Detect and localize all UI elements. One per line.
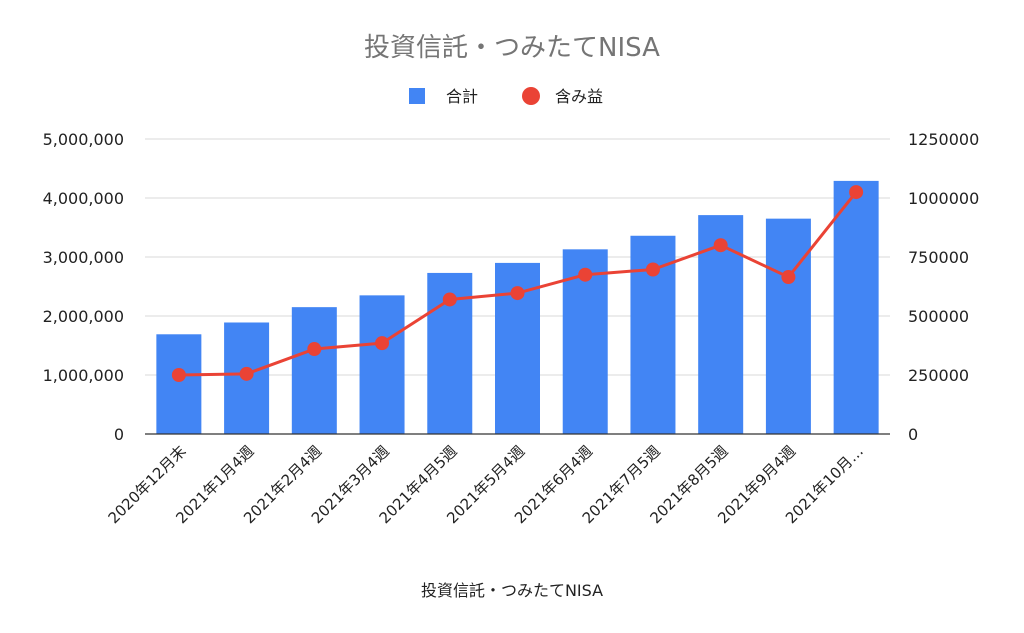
data-point [375, 336, 390, 351]
bar [359, 295, 405, 434]
right-y-tick-label: 750000 [908, 248, 969, 267]
left-y-tick-label: 5,000,000 [43, 130, 124, 149]
left-y-tick-label: 2,000,000 [43, 307, 124, 326]
data-point [578, 267, 593, 282]
data-point [849, 185, 864, 200]
left-y-tick-label: 0 [114, 425, 124, 444]
legend-label-unrealized-gain: 含み益 [555, 87, 603, 106]
right-y-tick-label: 0 [908, 425, 918, 444]
right-y-tick-label: 1250000 [908, 130, 979, 149]
right-y-axis-ticks: 0 250000 500000 750000 1000000 1250000 [908, 130, 979, 444]
data-point [442, 292, 457, 307]
bar-series-total [156, 180, 879, 434]
left-y-tick-label: 3,000,000 [43, 248, 124, 267]
bar [833, 180, 879, 434]
data-point [171, 368, 186, 382]
right-y-tick-label: 1000000 [908, 189, 979, 208]
right-y-tick-label: 250000 [908, 366, 969, 385]
chart-title: 投資信託・つみたてNISA [364, 33, 660, 63]
x-axis-ticks: 2020年12月末2021年1月4週2021年2月4週2021年3月4週2021… [105, 442, 867, 527]
gridlines [145, 138, 890, 376]
right-y-tick-label: 500000 [908, 307, 969, 326]
x-axis-title: 投資信託・つみたてNISA [421, 581, 603, 600]
data-point [645, 262, 660, 277]
legend: 合計 含み益 [409, 87, 603, 106]
left-y-tick-label: 4,000,000 [43, 189, 124, 208]
bar [765, 218, 811, 434]
legend-swatch-unrealized-gain [522, 87, 540, 105]
bar [291, 307, 337, 434]
bar [156, 334, 202, 434]
data-point [781, 270, 796, 285]
data-point [239, 366, 254, 381]
data-point [307, 342, 322, 357]
legend-label-total: 合計 [446, 87, 478, 106]
left-y-axis-ticks: 0 1,000,000 2,000,000 3,000,000 4,000,000 5,0… [43, 130, 124, 444]
data-point [510, 286, 525, 301]
left-y-tick-label: 1,000,000 [43, 366, 124, 385]
legend-swatch-total [409, 88, 425, 104]
data-point [713, 238, 728, 253]
line-series-unrealized-gain [171, 185, 864, 382]
